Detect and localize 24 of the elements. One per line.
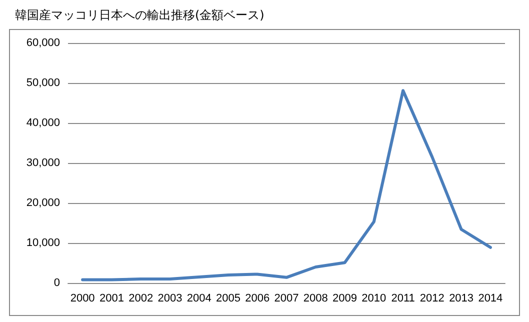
y-tick-label: 40,000 (26, 117, 60, 129)
x-tick-label: 2006 (245, 292, 270, 304)
y-tick-label: 60,000 (26, 37, 60, 49)
x-tick-label: 2000 (70, 292, 95, 304)
chart-title: 韓国産マッコリ日本への輸出推移(金額ベース) (15, 8, 264, 22)
x-tick-label: 2007 (274, 292, 299, 304)
x-tick-label: 2004 (186, 292, 212, 304)
y-tick-label: 50,000 (26, 77, 60, 89)
y-tick-label: 20,000 (26, 197, 60, 209)
x-tick-label: 2002 (128, 292, 154, 304)
x-tick-label: 2009 (332, 292, 358, 304)
x-tick-label: 2003 (158, 292, 182, 304)
y-tick-label: 0 (54, 277, 60, 289)
line-series (81, 89, 492, 282)
x-tick-label: 2012 (420, 292, 444, 304)
x-tick-label: 2013 (449, 292, 474, 304)
y-tick-label: 10,000 (26, 237, 60, 249)
x-tick-label: 2005 (216, 292, 240, 304)
x-tick-label: 2011 (391, 292, 415, 304)
x-tick-label: 2014 (478, 292, 503, 304)
x-tick-label: 2008 (303, 292, 328, 304)
x-tick-label: 2010 (362, 292, 386, 304)
y-tick-label: 30,000 (26, 157, 60, 169)
x-tick-label: 2001 (99, 292, 124, 304)
